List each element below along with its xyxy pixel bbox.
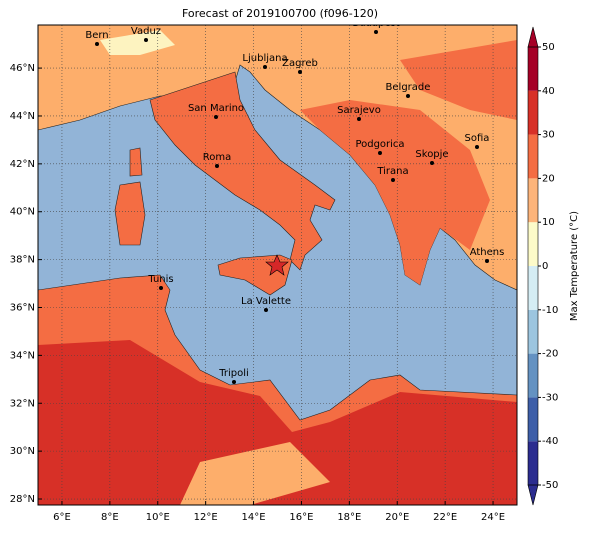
colorbar-tick-label: -40 [542, 436, 558, 447]
city-dot [263, 65, 267, 69]
city-dot [357, 117, 361, 121]
colorbar-segment [528, 222, 538, 266]
city-dot [159, 286, 163, 290]
city-label: Sarajevo [337, 105, 381, 116]
city-dot [232, 380, 236, 384]
colorbar-tick-label: 0 [542, 261, 548, 272]
colorbar-segment [528, 47, 538, 91]
city-dot [215, 164, 219, 168]
colorbar-segment [528, 441, 538, 485]
map-title: Forecast of 2019100700 (f096-120) [182, 7, 378, 20]
city-label: Tripoli [218, 368, 249, 379]
x-tick-label: 6°E [53, 512, 71, 523]
colorbar-segment [528, 266, 538, 310]
x-tick-label: 8°E [101, 512, 119, 523]
city-dot [485, 259, 489, 263]
sardinia [114, 181, 146, 246]
east-warm [400, 40, 517, 120]
colorbar-segment [528, 309, 538, 354]
city-label: Vaduz [131, 26, 161, 37]
city-label: Tirana [376, 166, 408, 177]
city-dot [391, 178, 395, 182]
x-tick-label: 12°E [194, 512, 218, 523]
city-label: Ljubljana [242, 53, 287, 64]
y-tick-label: 34°N [10, 350, 35, 361]
city-dot [144, 38, 148, 42]
colorbar-segment [528, 397, 538, 442]
corsica [129, 147, 143, 177]
y-tick-label: 38°N [10, 255, 35, 266]
y-tick-label: 30°N [10, 446, 35, 457]
x-tick-label: 22°E [433, 512, 457, 523]
y-tick-label: 36°N [10, 302, 35, 313]
city-label: Podgorica [355, 139, 404, 150]
y-tick-label: 28°N [10, 494, 35, 505]
colorbar-label: Max Temperature (°C) [569, 211, 580, 321]
y-tick-label: 46°N [10, 63, 35, 74]
x-tick-label: 10°E [146, 512, 170, 523]
colorbar-tick-label: -50 [542, 480, 558, 491]
city-dot [406, 94, 410, 98]
city-label: San Marino [188, 103, 244, 114]
italy [149, 71, 336, 271]
city-dot [475, 145, 479, 149]
colorbar-tick-label: 40 [542, 86, 555, 97]
colorbar-tick-label: 10 [542, 217, 555, 228]
city-label: Roma [203, 152, 232, 163]
x-tick-label: 16°E [289, 512, 313, 523]
city-label: La Valette [241, 296, 291, 307]
city-label: Zagreb [282, 58, 318, 69]
colorbar: -50 -40 -30 -20 -10 0 10 20 30 40 50 Max Temperatur… [527, 26, 580, 506]
city-dot [298, 70, 302, 74]
colorbar-tick-label: 30 [542, 130, 555, 141]
colorbar-segment [528, 134, 538, 179]
colorbar-segment [528, 90, 538, 135]
y-tick-label: 32°N [10, 398, 35, 409]
colorbar-tick-label: -10 [542, 305, 558, 316]
city-label: Athens [470, 247, 505, 258]
city-label: Budapest [352, 18, 399, 29]
colorbar-tick-label: 50 [542, 42, 555, 53]
city-dot [378, 151, 382, 155]
graticule [38, 25, 517, 505]
y-tick-label: 42°N [10, 159, 35, 170]
colorbar-tick-label: -20 [542, 349, 558, 360]
y-tick-label: 40°N [10, 207, 35, 218]
city-label: Belgrade [386, 82, 431, 93]
colorbar-extend-high [527, 26, 539, 48]
city-label: Sofia [465, 133, 490, 144]
city-label: Bern [85, 30, 108, 41]
y-tick-label: 44°N [10, 111, 35, 122]
city-dot [264, 308, 268, 312]
city-dot [374, 30, 378, 34]
map-frame [37, 24, 518, 506]
city-label: Skopje [415, 149, 448, 160]
colorbar-tick-label: 20 [542, 173, 555, 184]
colorbar-segment [528, 353, 538, 398]
city-dot [214, 115, 218, 119]
colorbar-extend-low [527, 484, 539, 506]
colorbar-segment [528, 178, 538, 223]
forecast-point-star [265, 254, 289, 276]
x-tick-label: 18°E [337, 512, 361, 523]
x-tick-label: 20°E [385, 512, 409, 523]
city-dot [430, 161, 434, 165]
balkans-warm [300, 100, 490, 285]
alps-patch [100, 30, 175, 55]
axes: 6°E 8°E 10°E 12°E 14°E 16°E 18°E 20°E 22°E 24°E 28… [10, 63, 505, 523]
city-label: Tunis [147, 274, 173, 285]
x-tick-label: 14°E [242, 512, 266, 523]
city-dot [95, 42, 99, 46]
africa-mild [180, 442, 330, 505]
colorbar-tick-label: -30 [542, 392, 558, 403]
x-tick-label: 24°E [481, 512, 505, 523]
